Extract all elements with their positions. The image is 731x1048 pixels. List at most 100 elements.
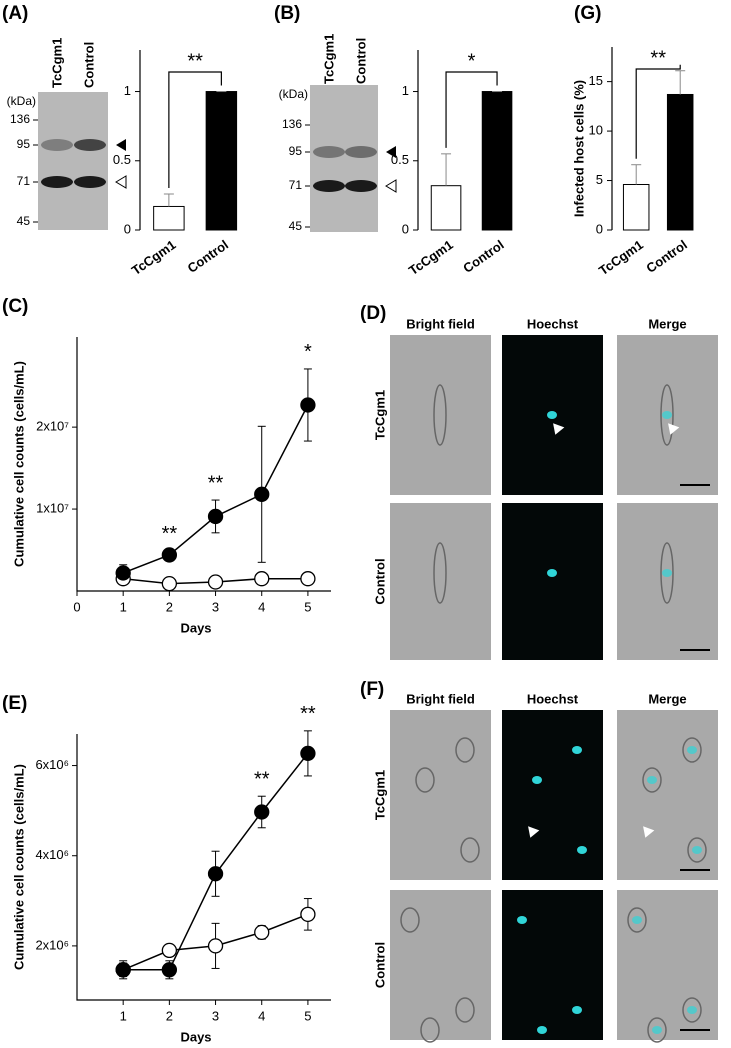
y-tick-label: 0 xyxy=(402,221,409,236)
significance: ** xyxy=(187,50,203,72)
data-point xyxy=(254,486,270,502)
kda-marker: 45 xyxy=(289,219,303,233)
x-tick-label: 3 xyxy=(212,599,219,614)
micrograph xyxy=(390,710,491,880)
y-tick-label: 2x10⁷ xyxy=(36,419,69,434)
micrograph xyxy=(617,503,718,660)
kda-marker: 95 xyxy=(17,137,31,151)
data-point xyxy=(300,906,316,922)
blot-image xyxy=(310,85,378,232)
x-tick-label: TcCgm1 xyxy=(129,237,179,278)
y-tick-label: 0 xyxy=(596,221,603,236)
row-label: TcCgm1 xyxy=(372,770,387,820)
blot-band xyxy=(313,180,345,192)
significance: * xyxy=(304,341,312,363)
x-tick-label: TcCgm1 xyxy=(406,237,456,278)
cell xyxy=(455,737,475,763)
nucleus xyxy=(547,569,557,577)
data-point xyxy=(161,942,178,959)
lane-label: Control xyxy=(81,42,96,88)
blot-band xyxy=(74,176,106,188)
bar xyxy=(622,183,650,231)
x-tick-label: 3 xyxy=(212,1008,219,1023)
arrowhead-open xyxy=(385,179,397,193)
data-point xyxy=(161,575,178,592)
x-tick-label: 2 xyxy=(166,1008,173,1023)
nucleus xyxy=(572,746,582,754)
cell xyxy=(455,997,475,1023)
axes xyxy=(76,734,331,1001)
x-tick-label: 1 xyxy=(120,1008,127,1023)
data-point xyxy=(300,571,316,587)
y-tick-label: 0.5 xyxy=(113,152,131,167)
nucleus xyxy=(547,411,557,419)
cell xyxy=(687,837,707,863)
nucleus xyxy=(572,1006,582,1014)
x-tick-label: 1 xyxy=(120,599,127,614)
cell xyxy=(415,767,435,793)
micrograph xyxy=(390,335,491,495)
row-label: Control xyxy=(372,942,387,988)
significance-bracket xyxy=(168,71,222,188)
y-tick-label: 10 xyxy=(589,123,603,138)
micrograph xyxy=(502,710,603,880)
row-label: Control xyxy=(372,558,387,604)
y-axis-label: Cumulative cell counts (cells/mL) xyxy=(11,764,26,970)
y-tick-label: 5 xyxy=(596,172,603,187)
cell xyxy=(400,907,420,933)
micrograph xyxy=(617,890,718,1040)
micrograph xyxy=(502,890,603,1040)
arrowhead-filled xyxy=(386,146,396,158)
panel-label: (G) xyxy=(574,3,601,24)
panel-label: (B) xyxy=(274,3,300,24)
data-point xyxy=(254,804,270,820)
y-tick-label: 4x10⁶ xyxy=(35,847,69,862)
x-tick-label: TcCgm1 xyxy=(596,237,646,278)
cell xyxy=(642,767,662,793)
x-tick-label: Control xyxy=(185,237,231,276)
cell xyxy=(647,1017,667,1043)
bar xyxy=(666,93,694,231)
arrowhead xyxy=(668,423,680,435)
x-axis-label: Days xyxy=(180,620,211,635)
nucleus xyxy=(652,1026,662,1034)
significance: ** xyxy=(254,768,270,790)
cell xyxy=(682,997,702,1023)
x-tick-label: 0 xyxy=(73,599,80,614)
significance-bracket xyxy=(445,71,498,148)
data-point xyxy=(161,962,178,978)
y-tick-label: 1x10⁷ xyxy=(36,501,69,516)
y-tick-label: 2x10⁶ xyxy=(35,937,69,952)
x-tick-label: 4 xyxy=(258,599,265,614)
kda-unit: (kDa) xyxy=(7,94,36,108)
significance: ** xyxy=(208,472,224,494)
row-label: TcCgm1 xyxy=(372,390,387,440)
micrograph xyxy=(390,503,491,660)
cell xyxy=(433,542,447,604)
data-point xyxy=(254,924,270,941)
data-point xyxy=(300,397,316,413)
data-point xyxy=(254,571,270,587)
blot-image xyxy=(38,92,108,230)
kda-marker: 95 xyxy=(289,144,303,158)
data-point xyxy=(115,565,131,581)
column-label: Merge xyxy=(648,316,686,331)
significance: * xyxy=(468,50,476,72)
data-point xyxy=(207,574,224,590)
cell xyxy=(433,384,447,446)
nucleus xyxy=(532,776,542,784)
significance: ** xyxy=(650,47,666,69)
x-tick-label: 4 xyxy=(258,1008,265,1023)
significance: ** xyxy=(300,703,316,725)
y-axis-label: Cumulative cell counts (cells/mL) xyxy=(11,361,26,567)
panel-label: (D) xyxy=(360,303,386,324)
column-label: Bright field xyxy=(406,691,475,706)
x-tick-label: Control xyxy=(643,237,689,276)
panel-label: (A) xyxy=(2,3,28,24)
x-tick-label: 2 xyxy=(166,599,173,614)
blot-band xyxy=(345,180,377,192)
data-point xyxy=(161,547,178,563)
nucleus xyxy=(687,746,697,754)
blot-band xyxy=(41,139,73,151)
